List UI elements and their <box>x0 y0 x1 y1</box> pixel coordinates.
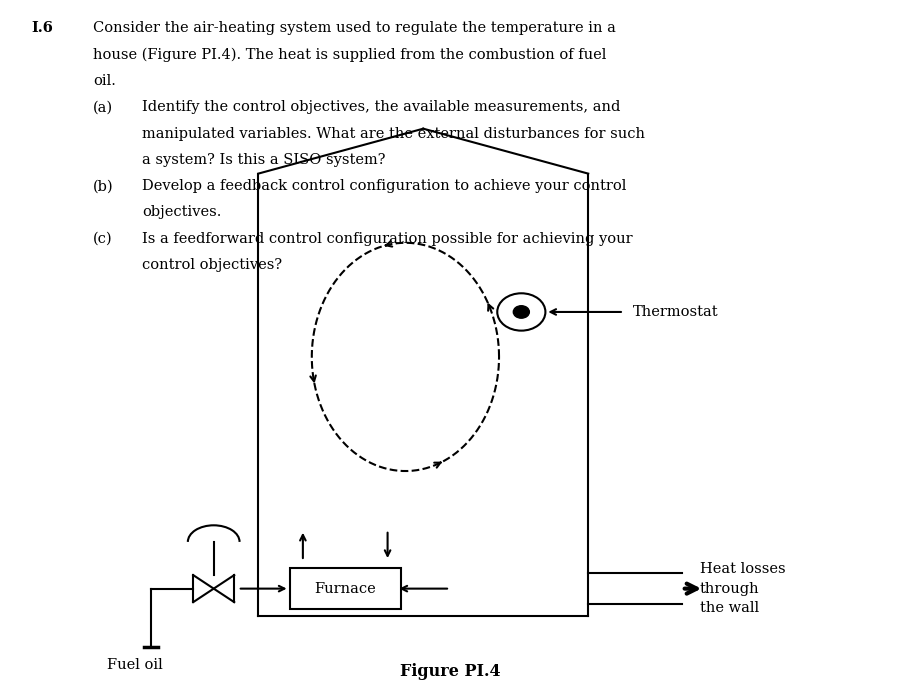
Text: Consider the air-heating system used to regulate the temperature in a: Consider the air-heating system used to … <box>94 22 617 36</box>
Text: objectives.: objectives. <box>142 205 221 219</box>
Text: Fuel oil: Fuel oil <box>107 658 163 672</box>
Text: (a): (a) <box>94 100 113 114</box>
Text: Furnace: Furnace <box>314 582 376 596</box>
Text: Thermostat: Thermostat <box>633 305 718 319</box>
Bar <box>290 568 401 610</box>
Circle shape <box>513 306 529 318</box>
Text: (c): (c) <box>94 232 113 246</box>
Text: I.6: I.6 <box>31 22 53 36</box>
Text: manipulated variables. What are the external disturbances for such: manipulated variables. What are the exte… <box>142 127 645 141</box>
Text: (b): (b) <box>94 179 114 193</box>
Text: control objectives?: control objectives? <box>142 258 283 272</box>
Text: Is a feedforward control configuration possible for achieving your: Is a feedforward control configuration p… <box>142 232 633 246</box>
Text: Develop a feedback control configuration to achieve your control: Develop a feedback control configuration… <box>142 179 626 193</box>
Text: house (Figure PI.4). The heat is supplied from the combustion of fuel: house (Figure PI.4). The heat is supplie… <box>94 48 607 62</box>
Text: a system? Is this a SISO system?: a system? Is this a SISO system? <box>142 153 386 167</box>
Text: oil.: oil. <box>94 74 116 88</box>
Text: Figure PI.4: Figure PI.4 <box>400 663 500 680</box>
Text: Identify the control objectives, the available measurements, and: Identify the control objectives, the ava… <box>142 100 621 114</box>
Text: Heat losses
through
the wall: Heat losses through the wall <box>699 562 786 615</box>
